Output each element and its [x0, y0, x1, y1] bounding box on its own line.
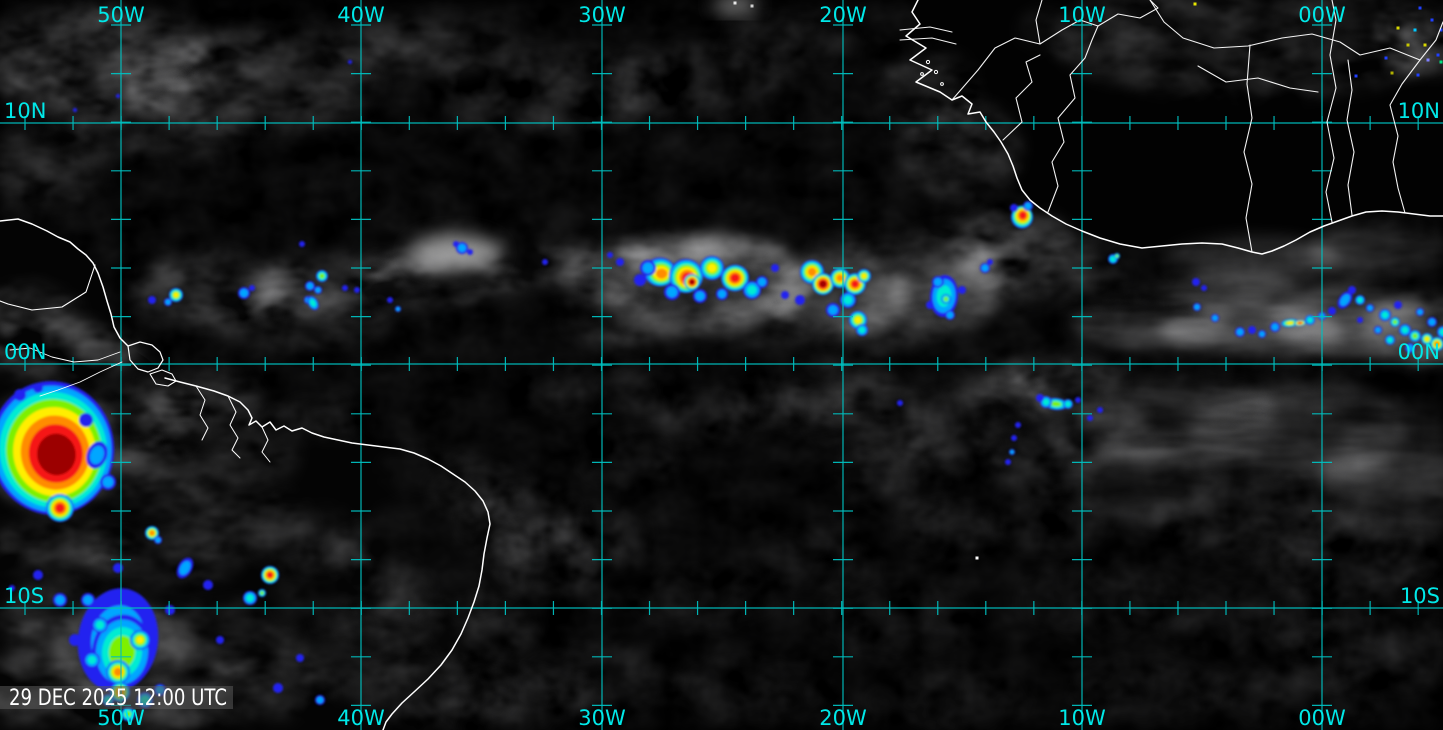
- africa-borders: [899, 0, 1443, 253]
- lat-label-right-00n: 00N: [1398, 340, 1440, 364]
- border-burkina-south: [1197, 65, 1319, 93]
- border-sierra-leone: [1002, 54, 1041, 141]
- bijagos-islands: [920, 59, 944, 86]
- amazon-river-2: [39, 361, 123, 397]
- lat-label-left-10n: 10N: [4, 99, 46, 123]
- lon-label-top-30w: 30W: [578, 3, 626, 27]
- timestamp: 29 DEC 2025 12:00 UTC: [0, 685, 233, 711]
- border-ghana-togo: [1325, 0, 1337, 223]
- convection-layer: [0, 60, 1443, 721]
- border-ivorycoast-ghana: [1243, 44, 1253, 253]
- lon-label-top-00w: 00W: [1298, 3, 1346, 27]
- lat-label-left-10s: 10S: [4, 584, 44, 608]
- lon-label-bottom-30w: 30W: [578, 706, 626, 730]
- border-gambia-south: [899, 37, 957, 45]
- border-guinea-north: [1035, 0, 1043, 45]
- lon-label-top-10w: 10W: [1058, 3, 1106, 27]
- border-liberia-ivorycoast: [1047, 25, 1099, 213]
- amazon-delta-island-1: [127, 341, 164, 373]
- lat-label-right-10n: 10N: [1398, 99, 1440, 123]
- border-togo-benin: [1346, 59, 1355, 216]
- border-benin-nigeria: [1389, 59, 1421, 214]
- estuary-para-3: [261, 426, 271, 463]
- lon-label-top-40w: 40W: [337, 3, 385, 27]
- lon-label-bottom-40w: 40W: [337, 706, 385, 730]
- lon-label-bottom-20w: 20W: [819, 706, 867, 730]
- estuary-para-1: [195, 385, 209, 441]
- lon-label-top-50w: 50W: [97, 3, 145, 27]
- grid-labels: 50W 40W 30W 20W 10W 00W 50W 40W 30W 20W …: [4, 3, 1440, 730]
- coastline-guiana: [0, 218, 129, 347]
- coastline-west-africa: [905, 0, 1443, 255]
- timestamp-bar: [0, 686, 233, 709]
- lon-label-bottom-00w: 00W: [1298, 706, 1346, 730]
- lat-label-right-10s: 10S: [1400, 584, 1440, 608]
- noise-dots: [733, 1, 1443, 560]
- border-guinea: [951, 0, 1159, 101]
- lon-label-bottom-50w: 50W: [97, 706, 145, 730]
- timestamp-text: 29 DEC 2025 12:00 UTC: [9, 685, 227, 711]
- lon-label-top-20w: 20W: [819, 3, 867, 27]
- border-french-guiana: [0, 264, 96, 311]
- coastline-brazil: [164, 377, 491, 730]
- lat-label-left-00n: 00N: [4, 340, 46, 364]
- border-gambia-north: [899, 26, 953, 33]
- amazon-river-1: [9, 347, 121, 363]
- estuary-para-2: [227, 395, 241, 459]
- lon-label-bottom-10w: 10W: [1058, 706, 1106, 730]
